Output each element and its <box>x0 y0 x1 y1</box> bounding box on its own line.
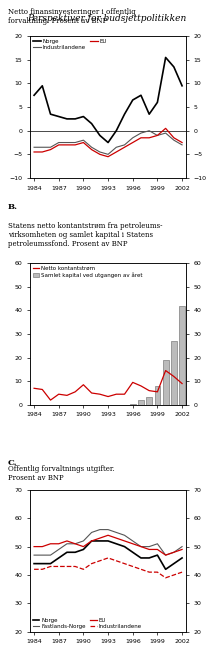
Text: Netto finansinvesteringer i offentlig
forvaltning. Prosent av BNP: Netto finansinvesteringer i offentlig fo… <box>8 9 136 26</box>
Legend: Netto kontantstrøm, Samlet kapital ved utgangen av året: Netto kontantstrøm, Samlet kapital ved u… <box>33 266 143 278</box>
Text: C.: C. <box>8 459 18 467</box>
Text: Statens netto kontantstrøm fra petroleums-
virksomheten og samlet kapital i Stat: Statens netto kontantstrøm fra petroleum… <box>8 222 163 248</box>
Text: Perspektiver for budsjettpolitikken: Perspektiver for budsjettpolitikken <box>27 14 187 24</box>
Bar <box>146 397 152 405</box>
Legend: Norge, Industrilandene, EU: Norge, Industrilandene, EU <box>33 39 107 50</box>
Bar <box>163 360 168 405</box>
Bar <box>171 341 177 405</box>
Legend: Norge, Fastlands-Norge, EU, Industrilandene: Norge, Fastlands-Norge, EU, Industriland… <box>33 618 141 629</box>
Bar <box>130 403 136 405</box>
Text: A.: A. <box>8 0 18 2</box>
Text: Offentlig forvaltnings utgifter.
Prosent av BNP: Offentlig forvaltnings utgifter. Prosent… <box>8 465 115 482</box>
Bar <box>155 386 160 405</box>
Bar <box>179 305 185 405</box>
Bar <box>138 400 144 405</box>
Text: B.: B. <box>8 203 18 211</box>
